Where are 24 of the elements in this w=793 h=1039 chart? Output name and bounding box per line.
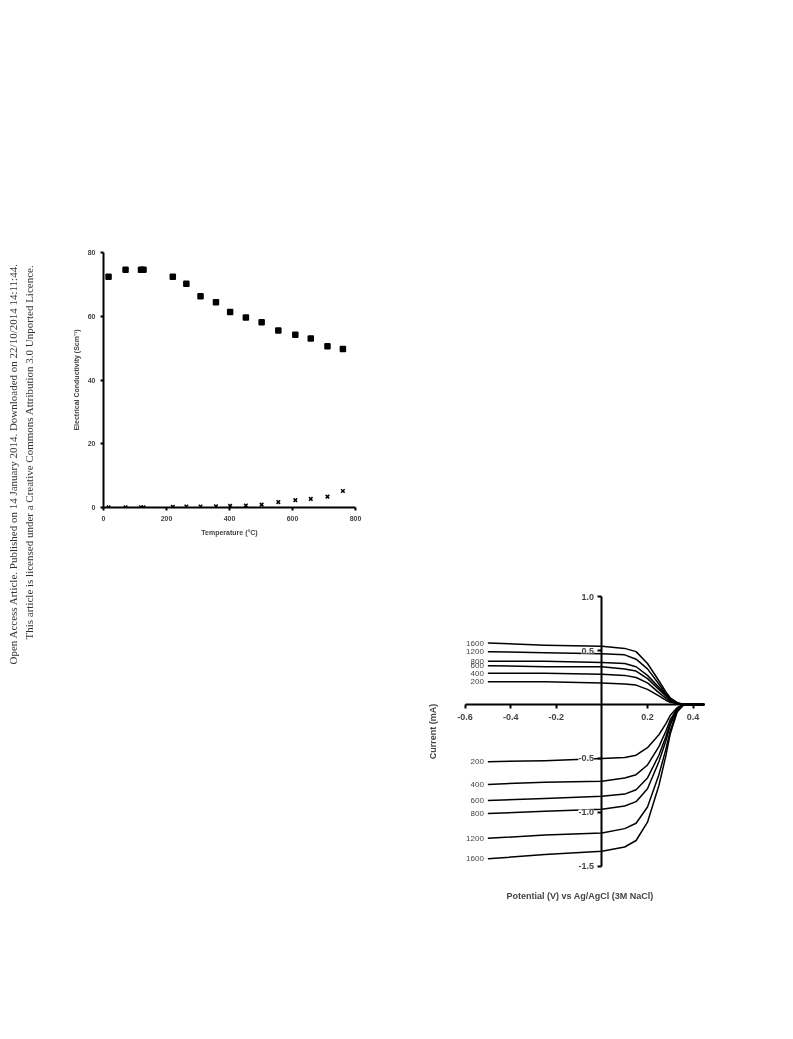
x-tick-label: -0.2 bbox=[548, 711, 565, 722]
series-label: 400 bbox=[470, 779, 485, 789]
x-tick-label: 0.4 bbox=[686, 711, 700, 722]
text: This article is licensed under a Creative Commons Attribution 3.0 Unported Licence. bbox=[22, 265, 35, 640]
y-tick-label: -0.5 bbox=[578, 753, 594, 764]
y-tick-label: 1.0 bbox=[581, 591, 594, 602]
x-tick-label: -0.6 bbox=[457, 711, 473, 722]
text: Open Access Article. Published on 14 January 2014. Downloaded on 22/10/2014 14:11:44. bbox=[6, 263, 19, 665]
x-axis-title: Potential (V) vs Ag/AgCl (3M NaCl) bbox=[506, 890, 654, 901]
series-label: 200 bbox=[470, 757, 485, 767]
y-tick-label: -1.0 bbox=[578, 807, 594, 818]
series-label: 600 bbox=[470, 796, 485, 806]
x-tick-label: 0.2 bbox=[641, 711, 654, 722]
series-label: 800 bbox=[470, 809, 485, 819]
series-label: 400 bbox=[470, 668, 485, 678]
y-tick-label: -1.5 bbox=[578, 861, 594, 872]
x-tick-label: -0.4 bbox=[502, 711, 519, 722]
series-label: 1200 bbox=[466, 647, 485, 657]
y-tick-label: 0.5 bbox=[581, 645, 594, 656]
series-label: 1200 bbox=[466, 833, 485, 843]
y-axis-title: Current (mA) bbox=[427, 703, 438, 760]
series-label: 1600 bbox=[466, 854, 485, 864]
series-label: 1600 bbox=[466, 638, 485, 648]
series-label: 200 bbox=[470, 677, 485, 687]
